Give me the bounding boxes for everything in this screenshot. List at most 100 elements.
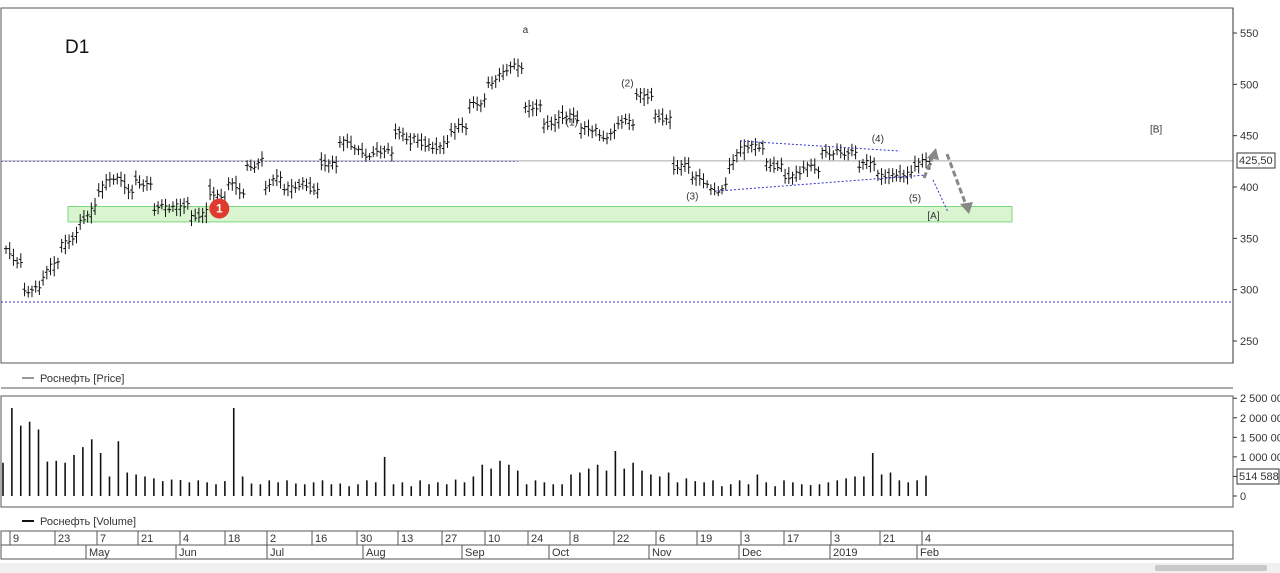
day-label: 3 <box>744 533 750 545</box>
ohlc-bar <box>515 58 520 78</box>
month-label: Jun <box>179 547 197 559</box>
ohlc-bar <box>252 161 257 174</box>
ohlc-bar <box>282 183 287 196</box>
ohlc-bar <box>196 207 201 223</box>
ohlc-bar <box>493 75 498 88</box>
ohlc-bar <box>549 116 554 131</box>
ohlc-bar <box>579 123 584 139</box>
ohlc-bar <box>167 204 172 213</box>
ohlc-bar <box>664 114 669 125</box>
ohlc-bar <box>375 142 379 157</box>
ohlc-bar <box>182 198 187 214</box>
ohlc-bar <box>263 180 268 196</box>
ohlc-bar <box>100 180 105 199</box>
ohlc-bar <box>805 161 810 177</box>
day-label: 27 <box>445 533 457 545</box>
horizontal-scrollbar[interactable] <box>0 563 1280 573</box>
wave-annotations: a (1) (2) (3) (4) (5) [A] [B] <box>523 25 1163 222</box>
ohlc-bar <box>245 160 250 171</box>
ohlc-bar <box>430 141 435 154</box>
ohlc-bar <box>697 168 702 186</box>
ohlc-bar <box>597 129 602 141</box>
ohlc-bar <box>849 143 854 157</box>
month-label: Oct <box>552 547 569 559</box>
ohlc-bar <box>104 174 109 191</box>
volume-tick-label: 1 500 00 <box>1240 432 1280 444</box>
ohlc-bar <box>159 199 164 210</box>
ohlc-bar <box>720 184 725 195</box>
ohlc-bar <box>601 130 606 142</box>
ohlc-bar <box>393 123 398 140</box>
day-label: 9 <box>13 533 19 545</box>
ohlc-bar <box>879 168 884 186</box>
marker-circle[interactable] <box>209 198 230 219</box>
month-label: Aug <box>366 547 386 559</box>
ohlc-bar <box>133 170 138 186</box>
ohlc-bar <box>775 160 780 171</box>
ohlc-bar <box>768 158 773 173</box>
ohlc-bar <box>682 156 687 172</box>
ohlc-bar <box>571 107 576 124</box>
ohlc-bar <box>130 184 135 200</box>
triangle-lower-line <box>717 174 927 192</box>
ohlc-bar <box>460 117 465 133</box>
ohlc-bar <box>170 201 175 212</box>
ohlc-bar <box>386 142 391 154</box>
scrollbar-thumb[interactable] <box>1155 565 1267 571</box>
ohlc-bar <box>148 176 153 191</box>
ohlc-bar <box>530 101 535 117</box>
day-label: 17 <box>787 533 799 545</box>
ohlc-bar <box>200 207 205 224</box>
ohlc-bar <box>653 109 658 124</box>
ohlc-bar <box>174 198 179 216</box>
day-label: 21 <box>141 533 153 545</box>
wave-label: [A] <box>927 211 939 222</box>
ohlc-bar <box>838 144 843 159</box>
ohlc-bar <box>449 122 454 137</box>
ohlc-bar <box>63 234 68 255</box>
volume-current-badge: 514 588 <box>1236 468 1280 485</box>
ohlc-bar <box>226 177 231 191</box>
day-label: 22 <box>617 533 629 545</box>
time-axis-labels: 9 23 7 21 4 18 2 16 30 13 27 10 24 8 22 6 19 3 17 3 21 4 May Ju… <box>9 531 939 559</box>
ohlc-bar <box>746 140 750 154</box>
day-label: 8 <box>573 533 579 545</box>
ohlc-bar <box>15 257 20 269</box>
ohlc-bar <box>204 202 209 224</box>
ohlc-bar <box>508 61 513 74</box>
ohlc-bar <box>419 133 424 151</box>
ohlc-bar <box>33 280 38 293</box>
volume-tick-label: 2 500 00 <box>1240 393 1280 405</box>
ohlc-bar <box>564 111 569 125</box>
ohlc-bar <box>471 96 476 109</box>
ohlc-bar <box>156 201 161 215</box>
price-tick-label: 500 <box>1240 79 1258 91</box>
timeframe-label: D1 <box>65 37 89 58</box>
ohlc-bar <box>185 196 190 210</box>
ohlc-bar <box>271 174 276 187</box>
ohlc-bar <box>26 285 31 298</box>
wave-label: a <box>523 25 529 36</box>
ohlc-bar <box>456 118 461 133</box>
ohlc-bar <box>853 145 858 160</box>
price-tick-label: 300 <box>1240 285 1258 297</box>
volume-tick-label: 0 <box>1240 491 1246 503</box>
ohlc-bar <box>538 99 543 113</box>
ohlc-bar <box>753 138 758 156</box>
ohlc-bar <box>831 150 836 161</box>
day-label: 10 <box>488 533 500 545</box>
ohlc-bar <box>545 115 550 130</box>
ohlc-bar <box>441 135 446 155</box>
ohlc-bar <box>452 123 457 140</box>
ohlc-bar <box>297 178 302 191</box>
ohlc-bar <box>864 154 869 169</box>
ohlc-bar <box>512 58 517 70</box>
ohlc-bar <box>89 202 94 224</box>
ohlc-bar <box>701 173 706 189</box>
day-label: 3 <box>834 533 840 545</box>
ohlc-bar <box>846 148 851 161</box>
ohlc-bar <box>582 121 587 136</box>
ohlc-bar <box>857 160 862 173</box>
marker-1[interactable]: 1 <box>209 198 230 219</box>
